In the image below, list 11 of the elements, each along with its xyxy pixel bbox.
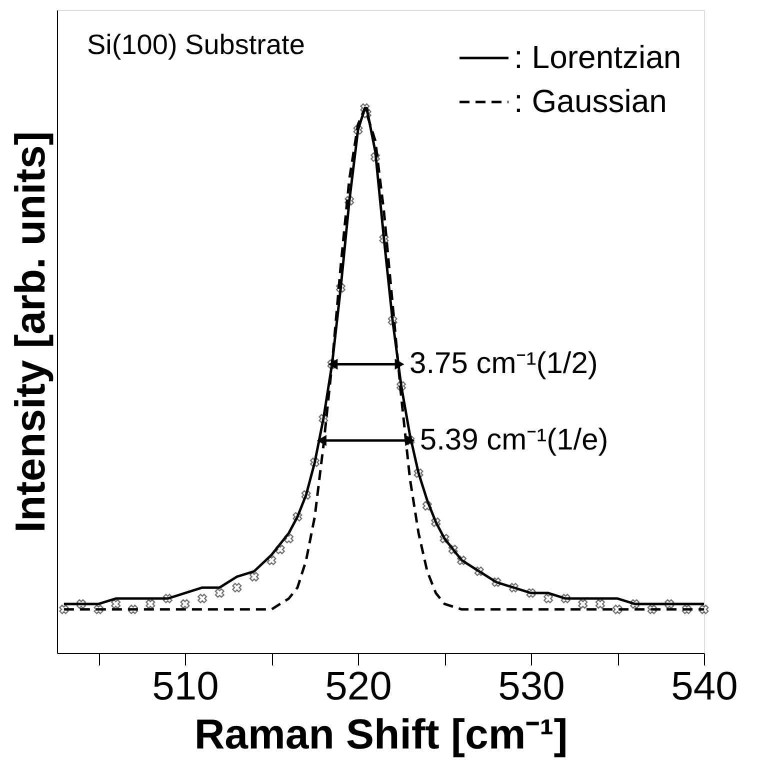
y-axis-title: Intensity [arb. units] (6, 131, 54, 533)
x-tick-label: 540 (671, 664, 738, 708)
annotation: 5.39 cm⁻¹(1/e) (420, 423, 608, 456)
text: Si(100) Substrate (87, 29, 305, 60)
x-tick-label: 530 (498, 664, 565, 708)
x-tick-label: 520 (325, 664, 392, 708)
legend-label: : Gaussian (514, 83, 667, 119)
legend-label: : Lorentzian (514, 39, 682, 75)
x-tick-label: 510 (152, 664, 219, 708)
annotation: 3.75 cm⁻¹(1/2) (410, 347, 598, 380)
x-axis-title: Raman Shift [cm⁻¹] (194, 710, 568, 758)
